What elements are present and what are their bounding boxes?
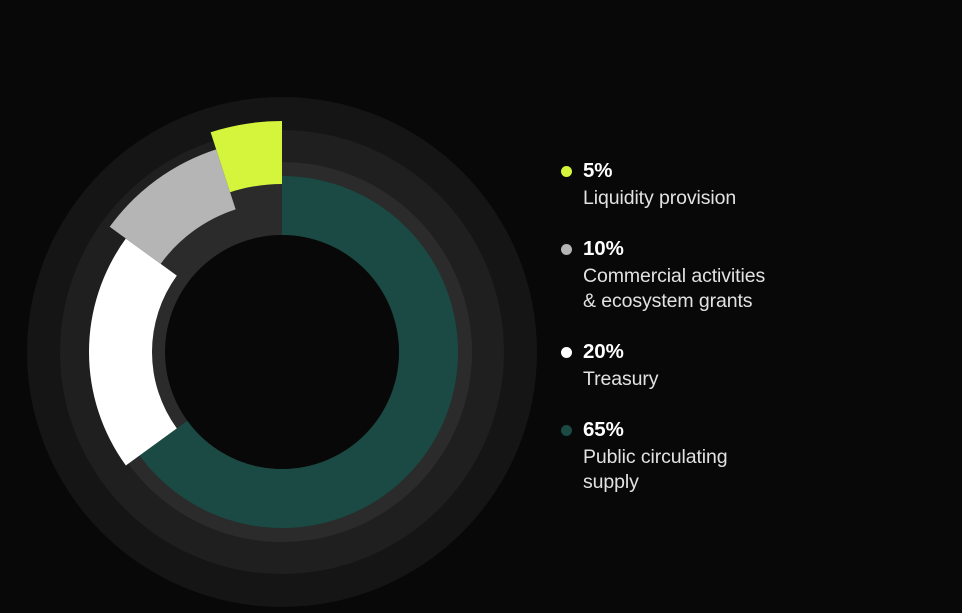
donut-slice-liquidity-provision[interactable] xyxy=(210,121,282,193)
legend-bullet-icon xyxy=(561,346,572,358)
donut-center-hole xyxy=(165,235,399,469)
donut-slices xyxy=(89,121,458,529)
legend-bullet-icon xyxy=(561,243,572,255)
legend-description: Public circulating supply xyxy=(583,446,728,493)
legend-percent: 20% xyxy=(583,340,624,363)
legend-percent: 65% xyxy=(583,418,624,441)
donut-chart xyxy=(27,97,537,607)
donut-slice-treasury[interactable] xyxy=(89,238,177,466)
legend-bullet-icon xyxy=(561,424,572,436)
donut-chart-svg xyxy=(27,97,537,607)
legend-percent: 5% xyxy=(583,159,613,182)
legend-description: Commercial activities & ecosystem grants xyxy=(583,265,766,312)
chart-legend: 5% Liquidity provision 10% Commercial activ… xyxy=(561,160,921,495)
legend-description: Treasury xyxy=(583,368,659,390)
legend-item-liquidity-provision[interactable]: 5% Liquidity provision xyxy=(561,160,921,211)
legend-item-treasury[interactable]: 20% Treasury xyxy=(561,341,921,392)
legend-percent: 10% xyxy=(583,237,624,260)
legend-item-header: 20% xyxy=(561,341,921,363)
legend-item-header: 5% xyxy=(561,160,921,182)
donut-slice-commercial-activities-ecosystem-grants[interactable] xyxy=(109,149,236,264)
legend-bullet-icon xyxy=(561,165,572,177)
legend-item-public-circulating-supply[interactable]: 65% Public circulating supply xyxy=(561,419,921,495)
legend-item-header: 10% xyxy=(561,238,921,260)
legend-item-commercial-activities-ecosystem-grants[interactable]: 10% Commercial activities & ecosystem gra… xyxy=(561,238,921,314)
donut-slice-public-circulating-supply[interactable] xyxy=(139,176,458,529)
legend-item-header: 65% xyxy=(561,419,921,441)
legend-description: Liquidity provision xyxy=(583,187,737,209)
